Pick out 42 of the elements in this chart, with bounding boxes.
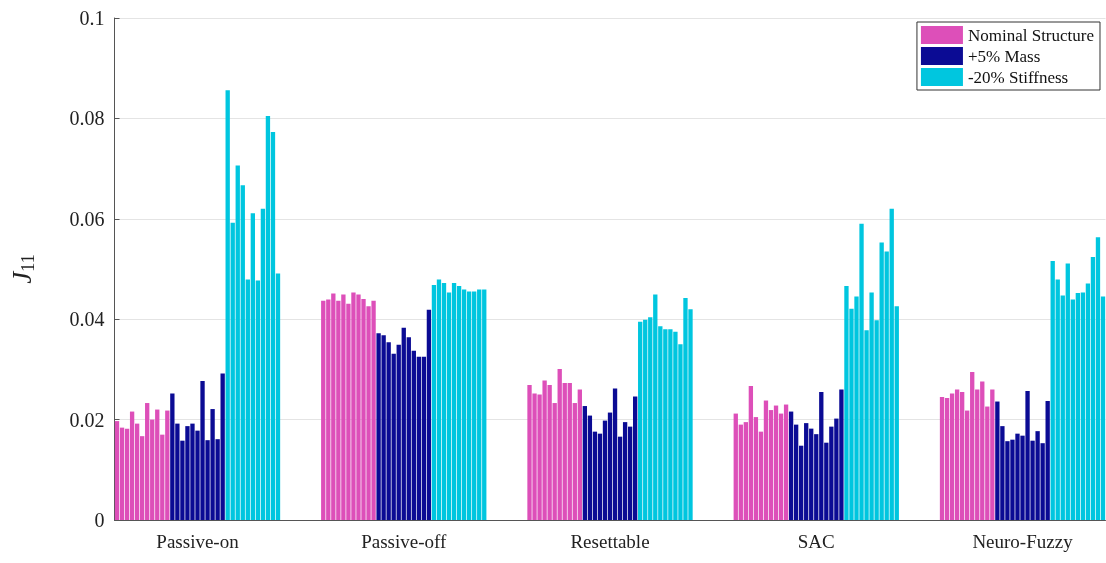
bar	[426, 309, 432, 520]
y-tick-label: 0.06	[69, 207, 105, 230]
y-tick-label: 0.04	[69, 308, 105, 331]
bar	[773, 405, 779, 520]
bar	[436, 279, 442, 520]
x-tick-label: Resettable	[570, 531, 650, 552]
x-tick-label: Passive-on	[156, 531, 240, 552]
bar	[949, 393, 955, 520]
bar	[441, 283, 447, 520]
y-tick-label: 0.1	[79, 7, 105, 29]
bar	[265, 115, 271, 520]
x-tick-label: SAC	[797, 531, 835, 552]
bar	[461, 289, 467, 520]
bar	[577, 389, 582, 520]
bar	[959, 391, 965, 520]
bar	[1095, 237, 1101, 520]
bar	[451, 283, 457, 520]
bar	[939, 397, 945, 520]
bar	[638, 321, 643, 520]
y-tick-label: 0	[94, 509, 105, 531]
y-tick-label: 0.08	[69, 107, 105, 130]
legend-label: +5% Mass	[967, 46, 1041, 66]
y-axis-title: J11	[6, 254, 38, 284]
bar	[321, 300, 326, 520]
bar	[748, 385, 754, 520]
bar	[788, 411, 794, 520]
x-tick-label: Passive-off	[361, 531, 447, 552]
x-tick-label: Neuro-Fuzzy	[972, 531, 1074, 552]
bar	[954, 389, 960, 520]
bar	[612, 388, 618, 520]
legend-label: Nominal Structure	[967, 25, 1095, 45]
bar	[763, 400, 769, 520]
bar	[456, 286, 462, 520]
bar	[1075, 293, 1081, 520]
bar	[622, 422, 628, 520]
bar	[783, 404, 789, 520]
bar	[582, 406, 588, 520]
bar	[114, 421, 120, 520]
y-tick-label: 0.02	[69, 408, 105, 431]
bar	[466, 291, 472, 520]
legend-label: -20% Stiffness	[967, 67, 1069, 87]
bar	[129, 411, 135, 520]
